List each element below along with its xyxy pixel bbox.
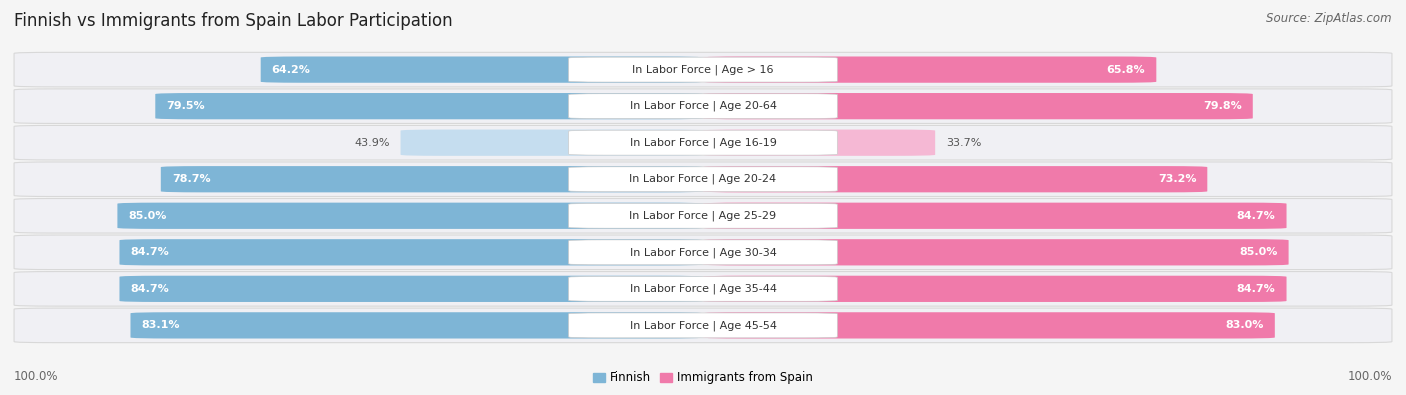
FancyBboxPatch shape: [703, 166, 1208, 192]
FancyBboxPatch shape: [131, 312, 703, 339]
FancyBboxPatch shape: [14, 53, 1392, 87]
Text: In Labor Force | Age 20-24: In Labor Force | Age 20-24: [630, 174, 776, 184]
FancyBboxPatch shape: [260, 56, 703, 83]
FancyBboxPatch shape: [160, 166, 703, 192]
Text: Source: ZipAtlas.com: Source: ZipAtlas.com: [1267, 12, 1392, 25]
FancyBboxPatch shape: [703, 312, 1275, 339]
Text: In Labor Force | Age 30-34: In Labor Force | Age 30-34: [630, 247, 776, 258]
Text: In Labor Force | Age > 16: In Labor Force | Age > 16: [633, 64, 773, 75]
FancyBboxPatch shape: [568, 203, 838, 228]
FancyBboxPatch shape: [568, 240, 838, 265]
Text: In Labor Force | Age 20-64: In Labor Force | Age 20-64: [630, 101, 776, 111]
Text: 84.7%: 84.7%: [1237, 284, 1275, 294]
Text: In Labor Force | Age 35-44: In Labor Force | Age 35-44: [630, 284, 776, 294]
FancyBboxPatch shape: [120, 239, 703, 265]
FancyBboxPatch shape: [703, 93, 1253, 119]
FancyBboxPatch shape: [703, 203, 1286, 229]
FancyBboxPatch shape: [703, 276, 1286, 302]
FancyBboxPatch shape: [14, 126, 1392, 160]
FancyBboxPatch shape: [14, 162, 1392, 197]
FancyBboxPatch shape: [703, 56, 1156, 83]
Text: 64.2%: 64.2%: [271, 65, 311, 75]
FancyBboxPatch shape: [568, 276, 838, 301]
Text: In Labor Force | Age 16-19: In Labor Force | Age 16-19: [630, 137, 776, 148]
FancyBboxPatch shape: [14, 308, 1392, 342]
Text: 100.0%: 100.0%: [1347, 370, 1392, 383]
Text: 79.8%: 79.8%: [1204, 101, 1241, 111]
Text: 85.0%: 85.0%: [1239, 247, 1278, 257]
Text: In Labor Force | Age 25-29: In Labor Force | Age 25-29: [630, 211, 776, 221]
FancyBboxPatch shape: [703, 130, 935, 156]
Text: 33.7%: 33.7%: [946, 138, 981, 148]
Text: 65.8%: 65.8%: [1107, 65, 1146, 75]
FancyBboxPatch shape: [568, 130, 838, 155]
FancyBboxPatch shape: [14, 89, 1392, 123]
Text: 83.1%: 83.1%: [142, 320, 180, 330]
FancyBboxPatch shape: [118, 203, 703, 229]
Legend: Finnish, Immigrants from Spain: Finnish, Immigrants from Spain: [589, 367, 817, 389]
FancyBboxPatch shape: [568, 313, 838, 338]
Text: Finnish vs Immigrants from Spain Labor Participation: Finnish vs Immigrants from Spain Labor P…: [14, 12, 453, 30]
FancyBboxPatch shape: [568, 57, 838, 82]
FancyBboxPatch shape: [14, 198, 1392, 233]
Text: 79.5%: 79.5%: [166, 101, 205, 111]
Text: 100.0%: 100.0%: [14, 370, 59, 383]
Text: 43.9%: 43.9%: [354, 138, 389, 148]
FancyBboxPatch shape: [120, 276, 703, 302]
Text: 84.7%: 84.7%: [131, 247, 169, 257]
FancyBboxPatch shape: [14, 235, 1392, 269]
Text: 78.7%: 78.7%: [172, 174, 211, 184]
Text: 73.2%: 73.2%: [1157, 174, 1197, 184]
Text: 83.0%: 83.0%: [1226, 320, 1264, 330]
FancyBboxPatch shape: [568, 94, 838, 118]
Text: In Labor Force | Age 45-54: In Labor Force | Age 45-54: [630, 320, 776, 331]
FancyBboxPatch shape: [155, 93, 703, 119]
FancyBboxPatch shape: [703, 239, 1289, 265]
Text: 84.7%: 84.7%: [131, 284, 169, 294]
FancyBboxPatch shape: [401, 130, 703, 156]
FancyBboxPatch shape: [14, 272, 1392, 306]
Text: 85.0%: 85.0%: [128, 211, 167, 221]
FancyBboxPatch shape: [568, 167, 838, 192]
Text: 84.7%: 84.7%: [1237, 211, 1275, 221]
